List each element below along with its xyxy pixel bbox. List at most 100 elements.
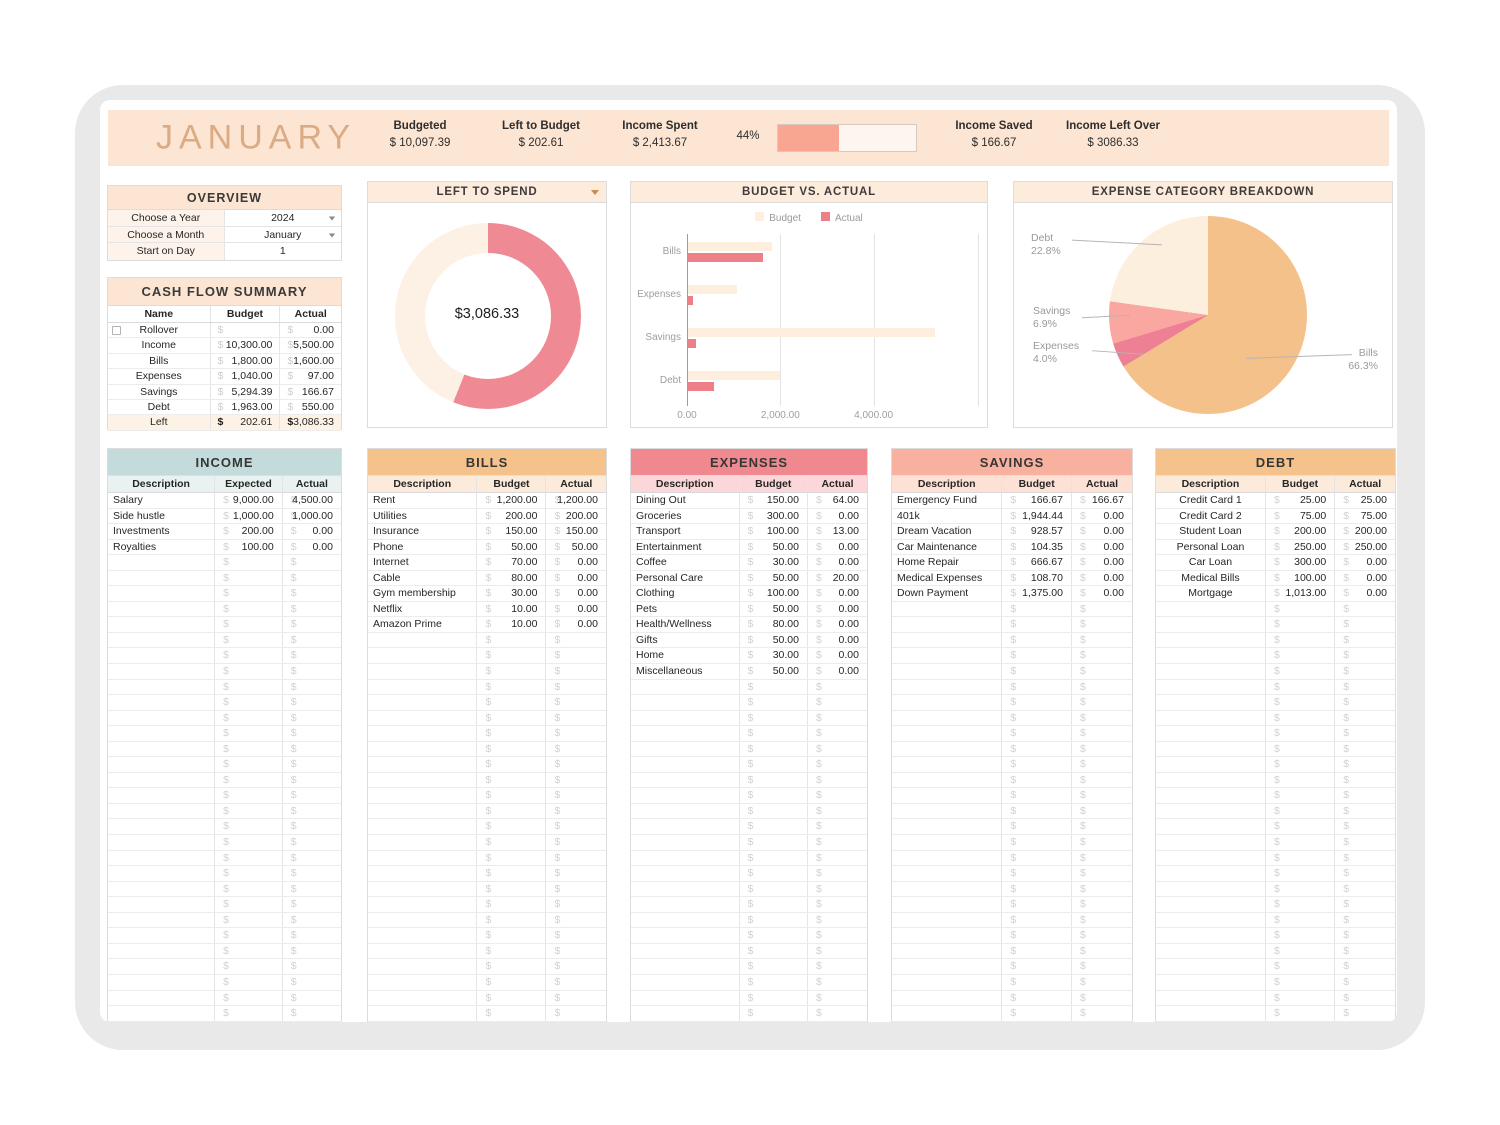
row-description[interactable]: Personal Loan [1156,539,1266,555]
cashflow-row[interactable]: Rollover $ $0.00 [108,323,341,339]
row-actual-cell[interactable]: $ [283,975,341,990]
row-description[interactable] [108,555,216,570]
row-budget-cell[interactable]: $10.00 [477,617,547,632]
row-budget-cell[interactable]: $ [1002,757,1072,772]
table-row[interactable]: Student Loan $200.00 $200.00 [1156,524,1395,540]
row-description[interactable] [368,679,478,695]
row-actual-cell[interactable]: $ [546,1006,606,1021]
row-actual-cell[interactable]: $ [546,944,606,959]
table-row[interactable]: $ $ [631,803,867,820]
row-description[interactable]: Rent [368,493,478,508]
row-budget-cell[interactable]: $ [1266,772,1336,788]
table-row[interactable]: $ $ [108,741,341,758]
row-actual-cell[interactable]: $ [1335,913,1395,928]
row-description[interactable] [108,881,216,897]
row-budget-cell[interactable]: $ [740,1006,808,1021]
row-actual-cell[interactable]: $ [808,851,867,866]
row-actual-cell[interactable]: $ [808,928,867,943]
row-budget-cell[interactable]: $ [1266,1006,1336,1021]
row-budget-cell[interactable]: $ [477,866,547,881]
row-description[interactable]: Medical Expenses [892,570,1003,586]
row-description[interactable] [631,788,740,803]
row-budget-cell[interactable]: $ [477,632,547,648]
row-description[interactable] [892,866,1003,881]
row-description[interactable] [631,741,740,757]
row-budget-cell[interactable]: $ [1266,897,1336,912]
table-row[interactable]: Home Repair $666.67 $0.00 [892,555,1132,571]
row-description[interactable]: 401k [892,508,1003,524]
row-budget-cell[interactable]: $ [1266,679,1336,695]
row-budget-cell[interactable]: $ [1266,959,1336,974]
row-actual-cell[interactable]: $ [1335,680,1395,695]
row-description[interactable] [368,819,478,835]
row-actual-cell[interactable]: $0.00 [283,540,341,555]
row-budget-cell[interactable]: $200.00 [1266,524,1336,539]
table-row[interactable]: $ $ [368,741,606,758]
row-actual-cell[interactable]: $0.00 [1072,540,1132,555]
row-actual-cell[interactable]: $ [546,680,606,695]
table-row[interactable]: $ $ [892,803,1132,820]
row-description[interactable]: Health/Wellness [631,617,740,632]
table-row[interactable]: Clothing $100.00 $0.00 [631,586,867,602]
table-row[interactable]: $ $ [892,990,1132,1007]
row-description[interactable] [892,943,1003,959]
table-row[interactable]: $ $ [1156,866,1395,882]
row-description[interactable] [1156,819,1266,835]
row-description[interactable] [368,741,478,757]
table-row[interactable]: Gifts $50.00 $0.00 [631,632,867,649]
row-budget-cell[interactable]: $ [740,850,808,866]
row-description[interactable] [368,710,478,726]
row-actual-cell[interactable]: $ [808,866,867,881]
row-description[interactable]: Medical Bills [1156,570,1266,586]
row-budget-cell[interactable]: $ [1266,928,1336,943]
row-description[interactable]: Mortgage [1156,586,1266,601]
row-description[interactable] [108,648,216,664]
row-description[interactable] [108,710,216,726]
row-description[interactable] [368,881,478,897]
row-actual-cell[interactable]: $ [1072,680,1132,695]
row-actual-cell[interactable]: $ [283,1006,341,1021]
row-budget-cell[interactable]: $200.00 [215,524,283,539]
row-budget-cell[interactable]: $ [1266,695,1336,710]
table-row[interactable]: $ $ [108,928,341,944]
row-actual-cell[interactable]: $ [1072,835,1132,850]
row-actual-cell[interactable]: $ [1335,664,1395,679]
row-actual-cell[interactable]: $ [546,711,606,726]
row-actual-cell[interactable]: $ [1335,757,1395,772]
row-description[interactable] [1156,835,1266,850]
row-budget-cell[interactable]: $ [477,912,547,928]
row-budget-cell[interactable]: $ [477,881,547,897]
table-row[interactable]: Miscellaneous $50.00 $0.00 [631,664,867,680]
table-row[interactable]: Cable $80.00 $0.00 [368,570,606,587]
table-row[interactable]: $ $ [892,741,1132,758]
row-actual-cell[interactable]: $ [1072,633,1132,648]
row-actual-cell[interactable]: $ [1072,991,1132,1006]
table-row[interactable]: $ $ [892,819,1132,836]
row-actual-cell[interactable]: $1,200.00 [546,493,606,508]
row-budget-cell[interactable]: $75.00 [1266,508,1336,524]
row-budget-cell[interactable]: $ [1002,819,1072,835]
row-description[interactable] [1156,959,1266,974]
row-budget-cell[interactable]: $ [215,632,283,648]
row-budget-cell[interactable]: $108.70 [1002,570,1072,586]
row-budget-cell[interactable]: $ [215,695,283,710]
row-actual-cell[interactable]: $ [1335,742,1395,757]
cashflow-row[interactable]: Left $202.61 $3,086.33 [108,415,341,431]
row-description[interactable] [108,695,216,710]
row-actual-cell[interactable]: $ [546,913,606,928]
table-row[interactable]: Personal Loan $250.00 $250.00 [1156,539,1395,556]
row-budget-cell[interactable]: $ [477,850,547,866]
row-budget-cell[interactable]: $ [740,741,808,757]
table-row[interactable]: $ $ [892,959,1132,975]
row-actual-cell[interactable]: $ [1335,602,1395,617]
row-budget-cell[interactable]: $ [1266,819,1336,835]
row-description[interactable] [368,990,478,1006]
row-description[interactable]: Credit Card 2 [1156,508,1266,524]
row-description[interactable] [892,803,1003,819]
row-actual-cell[interactable]: $ [546,851,606,866]
row-budget-cell[interactable]: $ [215,710,283,726]
row-budget-cell[interactable]: $ [740,835,808,850]
table-row[interactable]: Insurance $150.00 $150.00 [368,524,606,540]
row-actual-cell[interactable]: $ [1335,835,1395,850]
row-description[interactable] [892,664,1003,679]
